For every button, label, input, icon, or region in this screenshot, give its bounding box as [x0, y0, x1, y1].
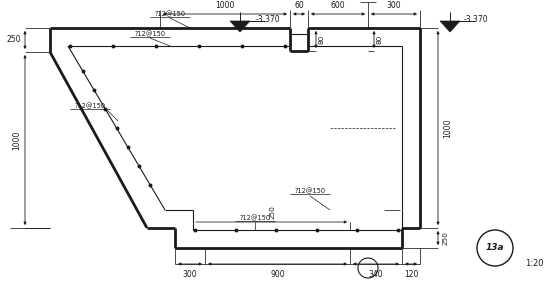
Text: 600: 600 [331, 1, 346, 10]
Text: 340: 340 [368, 270, 383, 279]
Text: 1000: 1000 [443, 118, 452, 138]
Text: -3.370: -3.370 [464, 15, 489, 25]
Text: 1:20: 1:20 [525, 259, 544, 269]
Polygon shape [230, 21, 250, 32]
Text: 120: 120 [404, 270, 418, 279]
Text: 13a: 13a [486, 243, 505, 253]
Text: 250: 250 [269, 205, 275, 219]
Text: ?12@150: ?12@150 [74, 103, 106, 109]
Text: 1000: 1000 [12, 130, 21, 150]
Polygon shape [440, 21, 460, 32]
Text: 250: 250 [7, 35, 21, 45]
Text: 300: 300 [183, 270, 197, 279]
Text: 1000: 1000 [215, 1, 235, 10]
Text: 250: 250 [442, 231, 448, 245]
Text: 900: 900 [270, 270, 285, 279]
Text: 300: 300 [387, 1, 402, 10]
Text: 80: 80 [319, 35, 325, 44]
Text: 80: 80 [377, 35, 383, 44]
Text: 60: 60 [294, 1, 304, 10]
Text: -3.370: -3.370 [256, 15, 281, 25]
Text: ?12@150: ?12@150 [240, 215, 270, 221]
Text: ?12@150: ?12@150 [155, 11, 185, 17]
Text: ?12@150: ?12@150 [134, 31, 166, 37]
Text: ?12@150: ?12@150 [295, 188, 325, 194]
